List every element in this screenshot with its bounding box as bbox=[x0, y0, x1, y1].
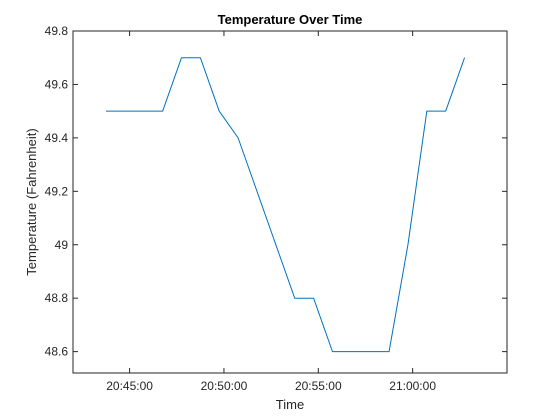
y-tick-label: 49 bbox=[55, 238, 69, 252]
y-tick-label: 48.8 bbox=[45, 291, 69, 305]
y-tick-label: 48.6 bbox=[45, 345, 69, 359]
x-tick-label: 20:55:00 bbox=[295, 379, 342, 393]
chart-title: Temperature Over Time bbox=[218, 12, 363, 27]
x-tick-label: 20:45:00 bbox=[106, 379, 153, 393]
x-axis-ticks: 20:45:00 20:50:00 20:55:00 21:00:00 bbox=[106, 31, 436, 393]
y-tick-label: 49.2 bbox=[45, 184, 69, 198]
y-tick-label: 49.8 bbox=[45, 24, 69, 38]
plot-area-frame bbox=[72, 30, 508, 374]
series-layer bbox=[106, 57, 466, 353]
y-tick-label: 49.4 bbox=[45, 131, 69, 145]
y-axis-ticks: 48.6 48.8 49 49.2 49.4 49.6 49.8 bbox=[45, 24, 507, 359]
temperature-series-line bbox=[106, 57, 466, 353]
x-tick-label: 21:00:00 bbox=[389, 379, 436, 393]
y-axis-label: Temperature (Fahrenheit) bbox=[24, 128, 39, 275]
x-tick-label: 20:50:00 bbox=[201, 379, 248, 393]
x-axis-label: Time bbox=[276, 397, 304, 412]
y-tick-label: 49.6 bbox=[45, 77, 69, 91]
